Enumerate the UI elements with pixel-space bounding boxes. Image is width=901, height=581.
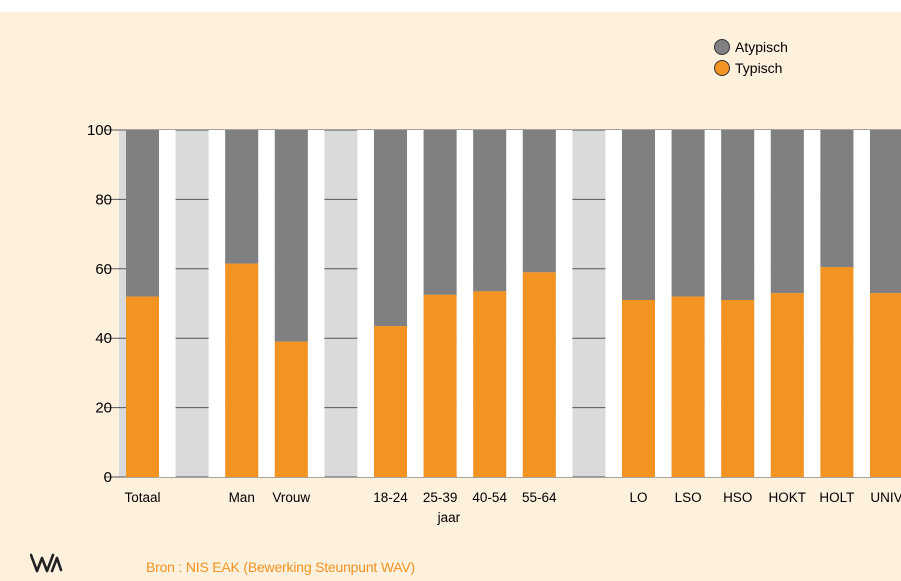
bar-atypisch-40-54 — [473, 130, 507, 292]
x-tick-label-LO: LO — [629, 490, 647, 505]
bar-gap-separator — [208, 130, 226, 477]
bar-typisch-LO — [622, 300, 655, 477]
bar-typisch-UNIV — [870, 293, 901, 477]
bar-gap-separator — [605, 130, 622, 477]
bar-typisch-18-24 — [374, 326, 407, 477]
bar-typisch-LSO — [671, 296, 705, 477]
bar-typisch-Man — [225, 263, 259, 477]
bar-gap-separator — [853, 130, 870, 477]
bar-atypisch-55-64 — [522, 130, 556, 273]
x-tick-label-55-64: 55-64 — [522, 490, 557, 505]
bar-gap-separator — [258, 130, 275, 477]
legend-swatch-atypisch — [714, 38, 730, 55]
legend-item-typisch: Typisch — [714, 57, 788, 78]
legend: Atypisch Typisch — [714, 36, 788, 78]
x-tick-label-HOKT: HOKT — [769, 490, 807, 505]
bar-atypisch-Man — [225, 130, 259, 264]
bar-atypisch-LO — [622, 130, 655, 301]
bar-typisch-Vrouw — [274, 341, 308, 477]
x-tick-label-LSO: LSO — [675, 490, 702, 505]
bar-gap-separator — [357, 130, 374, 477]
bar-atypisch-UNIV — [870, 130, 901, 294]
y-tick-label-60: 60 — [95, 261, 112, 278]
x-tick-label-Totaal: Totaal — [124, 490, 160, 505]
bar-atypisch-HOLT — [820, 130, 854, 268]
source-note: Bron : NIS EAK (Bewerking Steunpunt WAV) — [146, 559, 416, 575]
bar-gap-separator — [655, 130, 672, 477]
bar-atypisch-Totaal — [126, 130, 159, 297]
y-tick-label-100: 100 — [87, 122, 112, 139]
bar-typisch-55-64 — [522, 272, 556, 477]
legend-item-atypisch: Atypisch — [714, 36, 788, 57]
bar-atypisch-HOKT — [770, 130, 804, 294]
bar-atypisch-HSO — [721, 130, 755, 301]
x-tick-label-Vrouw: Vrouw — [272, 490, 310, 505]
bar-typisch-HOKT — [770, 293, 804, 477]
wav-logo — [29, 552, 64, 579]
y-tick-label-20: 20 — [95, 400, 112, 417]
bar-typisch-HSO — [721, 300, 755, 477]
bar-gap-separator — [307, 130, 325, 477]
bar-gap-separator — [407, 130, 424, 477]
x-tick-label-HSO: HSO — [723, 490, 752, 505]
bar-typisch-40-54 — [473, 291, 507, 477]
bar-typisch-Totaal — [126, 296, 159, 477]
bar-typisch-25-39 — [423, 294, 457, 477]
legend-label-typisch: Typisch — [735, 59, 783, 76]
legend-label-atypisch: Atypisch — [735, 38, 788, 55]
bar-atypisch-Vrouw — [274, 130, 308, 342]
x-tick-label-HOLT: HOLT — [819, 490, 854, 505]
y-tick-label-80: 80 — [95, 191, 112, 208]
bar-gap-separator — [754, 130, 771, 477]
x-tick-label-18-24: 18-24 — [373, 490, 408, 505]
y-tick-label-40: 40 — [95, 330, 112, 347]
x-tick-label-40-54: 40-54 — [472, 490, 507, 505]
bar-atypisch-LSO — [671, 130, 705, 297]
bar-gap-separator — [555, 130, 573, 477]
bar-gap-separator — [506, 130, 523, 477]
x-tick-label-UNIV: UNIV — [870, 490, 901, 505]
x-tick-label-Man: Man — [229, 490, 255, 505]
x-tick-label-25-39: 25-39 — [423, 490, 458, 505]
bar-atypisch-18-24 — [374, 130, 407, 327]
y-tick-label-0: 0 — [104, 469, 112, 486]
bar-typisch-HOLT — [820, 267, 854, 477]
bar-gap-separator — [456, 130, 474, 477]
legend-swatch-typisch — [714, 59, 730, 76]
bar-gap-separator — [803, 130, 821, 477]
bar-gap-separator — [704, 130, 722, 477]
bar-gap-separator — [159, 130, 176, 477]
age-axis-label: jaar — [437, 510, 461, 525]
bar-atypisch-25-39 — [423, 130, 457, 295]
